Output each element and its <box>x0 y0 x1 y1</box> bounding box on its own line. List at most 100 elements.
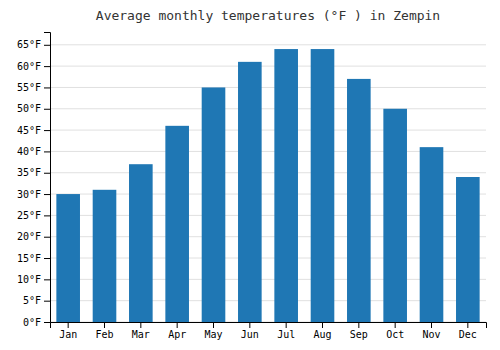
grid-line <box>50 44 486 45</box>
y-tick-label: 10°F <box>17 274 41 285</box>
y-tick-label: 0°F <box>23 317 41 328</box>
grid-line <box>50 66 486 67</box>
y-tick-mark <box>44 87 50 88</box>
y-tick-mark <box>44 194 50 195</box>
y-axis: 0°F 5°F 10°F 15°F 20°F 25°F 30°F 35°F 40°F 45°F 50… <box>17 33 51 328</box>
bar <box>383 109 407 322</box>
x-tick-mark <box>286 322 287 328</box>
y-tick: 60°F <box>17 61 50 72</box>
y-tick-mark <box>44 151 50 152</box>
y-tick: 10°F <box>17 274 50 285</box>
y-tick-mark <box>44 173 50 174</box>
x-tick-label: Nov <box>422 329 440 340</box>
y-tick-label: 50°F <box>17 103 41 114</box>
x-tick-label: May <box>204 329 222 340</box>
y-tick: 30°F <box>17 189 50 200</box>
x-tick: Oct <box>386 322 404 340</box>
bar <box>420 147 444 322</box>
bar <box>93 190 117 322</box>
grid-line <box>50 108 486 109</box>
y-tick-mark <box>44 215 50 216</box>
y-tick-mark <box>44 66 50 67</box>
bar <box>129 164 153 322</box>
x-tick-mark <box>467 322 468 328</box>
bar <box>56 194 80 322</box>
x-axis-line <box>51 323 487 329</box>
x-tick: Nov <box>422 322 440 340</box>
y-tick-label: 20°F <box>17 231 41 242</box>
y-tick-mark <box>44 130 50 131</box>
y-tick: 0°F <box>23 317 50 328</box>
bar <box>456 177 480 322</box>
y-tick: 35°F <box>17 167 50 178</box>
y-tick: 45°F <box>17 125 50 136</box>
y-tick-mark <box>44 109 50 110</box>
bar <box>347 79 371 322</box>
y-tick: 40°F <box>17 146 50 157</box>
x-tick-label: Feb <box>95 329 113 340</box>
x-tick-mark <box>140 322 141 328</box>
x-tick: Feb <box>95 322 113 340</box>
x-tick-mark <box>213 322 214 328</box>
x-tick: Jul <box>277 322 295 340</box>
y-tick-mark <box>44 258 50 259</box>
x-tick-mark <box>68 322 69 328</box>
bars <box>56 49 479 322</box>
y-tick-mark <box>44 301 50 302</box>
y-tick-label: 25°F <box>17 210 41 221</box>
y-tick-label: 15°F <box>17 253 41 264</box>
y-tick-label: 60°F <box>17 61 41 72</box>
y-tick: 15°F <box>17 253 50 264</box>
y-tick-label: 45°F <box>17 125 41 136</box>
x-tick: Sep <box>350 322 368 340</box>
y-tick: 5°F <box>23 295 50 306</box>
y-tick-label: 5°F <box>23 295 41 306</box>
chart: Jan Feb Mar Apr May Jun Jul Aug Sep Oct Nov Dec 0°F 5… <box>0 0 500 350</box>
bar <box>238 62 262 322</box>
bar <box>274 49 298 322</box>
x-tick-label: Apr <box>168 329 186 340</box>
x-tick-label: Jun <box>241 329 259 340</box>
x-tick: Aug <box>313 322 331 340</box>
y-tick-mark <box>44 322 50 323</box>
x-tick: Jan <box>59 322 77 340</box>
x-tick: May <box>204 322 222 340</box>
x-axis: Jan Feb Mar Apr May Jun Jul Aug Sep Oct Nov Dec <box>51 322 487 340</box>
y-tick: 25°F <box>17 210 50 221</box>
grid-line <box>50 87 486 88</box>
bar <box>165 126 189 322</box>
x-tick-label: Oct <box>386 329 404 340</box>
grid <box>50 45 486 322</box>
y-tick-label: 55°F <box>17 82 41 93</box>
chart-container: Jan Feb Mar Apr May Jun Jul Aug Sep Oct Nov Dec 0°F 5… <box>0 0 500 350</box>
x-tick-label: Sep <box>350 329 368 340</box>
bar <box>311 49 335 322</box>
x-tick-label: Jan <box>59 329 77 340</box>
y-tick: 65°F <box>17 39 50 50</box>
title: Average monthly temperatures (°F ) in Ze… <box>96 8 440 23</box>
y-tick-mark <box>44 45 50 46</box>
y-tick: 55°F <box>17 82 50 93</box>
grid-line <box>50 130 486 131</box>
x-tick-mark <box>177 322 178 328</box>
x-tick-mark <box>395 322 396 328</box>
x-tick: Mar <box>132 322 150 340</box>
bar <box>202 87 226 322</box>
x-tick: Apr <box>168 322 186 340</box>
x-tick-label: Mar <box>132 329 150 340</box>
x-tick-mark <box>431 322 432 328</box>
y-tick-label: 30°F <box>17 189 41 200</box>
x-tick-label: Aug <box>313 329 331 340</box>
y-tick-label: 35°F <box>17 167 41 178</box>
x-tick-mark <box>358 322 359 328</box>
y-tick-mark <box>44 237 50 238</box>
x-tick: Jun <box>241 322 259 340</box>
y-tick-mark <box>44 279 50 280</box>
x-tick-mark <box>249 322 250 328</box>
x-tick-label: Dec <box>459 329 477 340</box>
x-tick-label: Jul <box>277 329 295 340</box>
y-tick-label: 65°F <box>17 39 41 50</box>
x-tick-mark <box>322 322 323 328</box>
x-tick-mark <box>104 322 105 328</box>
y-tick: 20°F <box>17 231 50 242</box>
